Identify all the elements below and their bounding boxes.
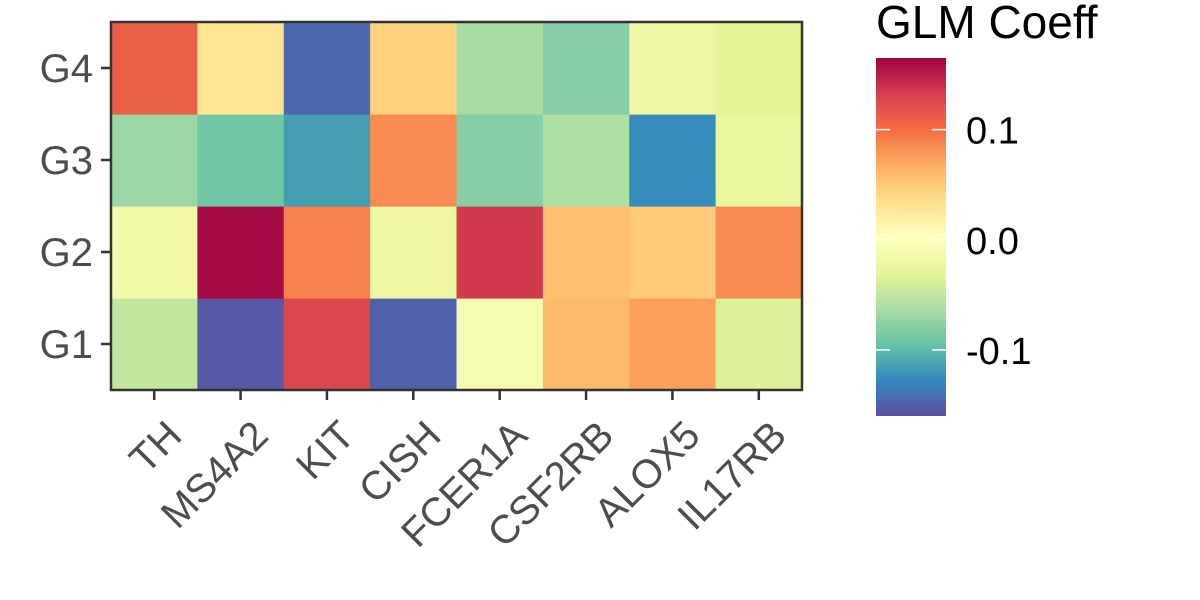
heatmap-cell-g3-kit [283,114,371,207]
heatmap-cell-g2-alox5 [629,206,717,299]
heatmap-cell-g4-kit [283,22,371,115]
heatmap-cell-g1-cish [370,298,458,391]
heatmap-cell-g1-alox5 [629,298,717,391]
heatmap-cell-g2-csf2rb [542,206,630,299]
y-tick-label-g1: G1 [40,323,93,367]
heatmap-cell-g4-alox5 [629,22,717,115]
heatmap-cell-g3-fcer1a [456,114,544,207]
heatmap-cell-g1-fcer1a [456,298,544,391]
y-tick-label-g2: G2 [40,231,93,275]
heatmap-cell-g3-ms4a2 [197,114,285,207]
heatmap-cell-g2-cish [370,206,458,299]
heatmap-cell-g3-alox5 [629,114,717,207]
heatmap-cells [111,22,803,391]
panel-border [109,20,804,392]
heatmap-cell-g1-il17rb [715,298,803,391]
heatmap-cell-g1-csf2rb [542,298,630,391]
heatmap-cell-g4-csf2rb [542,22,630,115]
heatmap-cell-g2-fcer1a [456,206,544,299]
heatmap-cell-g2-ms4a2 [197,206,285,299]
heatmap-cell-g3-il17rb [715,114,803,207]
color-legend: GLM Coeff 0.1 0.0 -0.1 [876,0,1098,416]
legend-colorbar [876,58,946,416]
heatmap-cell-g1-th [111,298,198,391]
heatmap-cell-g3-cish [370,114,458,207]
legend-tick-label: 0.1 [966,111,1019,153]
heatmap-cell-g4-ms4a2 [197,22,285,115]
heatmap-cell-g4-cish [370,22,458,115]
legend-title: GLM Coeff [876,0,1098,48]
heatmap-cell-g3-th [111,114,198,207]
heatmap-cell-g4-th [111,22,198,115]
y-tick-label-g4: G4 [40,47,93,91]
y-axis: G1 G2 G3 G4 [40,47,111,367]
legend-ticks: 0.1 0.0 -0.1 [876,111,1031,373]
x-tick-label-th: TH [122,413,191,482]
legend-tick-label: -0.1 [966,331,1031,373]
heatmap-cell-g1-kit [283,298,371,391]
heatmap-cell-g2-il17rb [715,206,803,299]
heatmap-cell-g1-ms4a2 [197,298,285,391]
heatmap-cell-g4-il17rb [715,22,803,115]
heatmap-cell-g2-kit [283,206,371,299]
heatmap-cell-g4-fcer1a [456,22,544,115]
heatmap-cell-g2-th [111,206,198,299]
y-tick-label-g3: G3 [40,139,93,183]
x-tick-label-kit: KIT [288,413,363,488]
legend-tick-label: 0.0 [966,221,1019,263]
heatmap-cell-g3-csf2rb [542,114,630,207]
